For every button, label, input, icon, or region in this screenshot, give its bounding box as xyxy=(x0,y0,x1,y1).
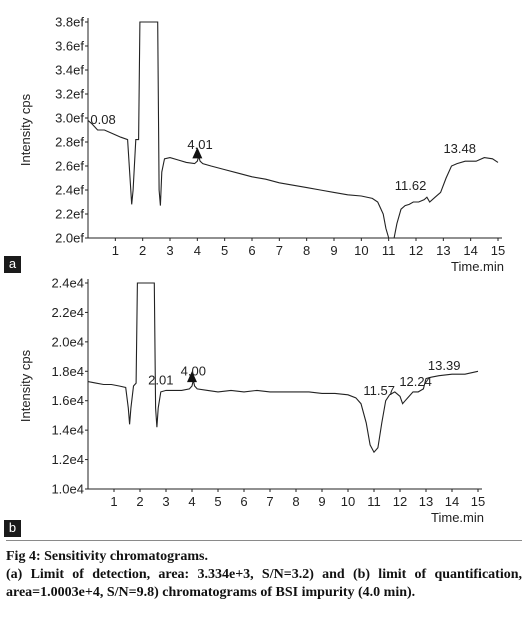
peak-marker xyxy=(187,371,197,383)
x-tick-label: 11 xyxy=(382,243,396,258)
chromatogram-b: 1.0e4 1.2e4 1.4e4 1.6e4 1.8e4 2.0e4 2.2e4 2.4e4… xyxy=(18,276,485,526)
x-tick-label: 1 xyxy=(110,494,117,509)
x-tick-label: 14 xyxy=(445,494,459,509)
x-tick-label: 7 xyxy=(276,243,283,258)
x-axis-label: Time.min xyxy=(431,510,484,525)
peak-label: 2.01 xyxy=(148,373,173,388)
y-tick-label: 2.0e4 xyxy=(51,334,84,349)
x-tick-label: 8 xyxy=(292,494,299,509)
caption-text: (a) Limit of detection, area: 3.334e+3, … xyxy=(6,567,522,600)
y-tick-label: 3.0ef xyxy=(55,111,84,126)
x-tick-label: 1 xyxy=(112,243,119,258)
peak-label: 13.48 xyxy=(443,141,476,156)
caption-divider xyxy=(6,540,522,541)
x-tick-label: 2 xyxy=(136,494,143,509)
figure-caption: Fig 4: Sensitivity chromatograms. (a) Li… xyxy=(6,548,522,602)
chromatogram-a: 2.0ef 2.2ef 2.4ef 2.6ef 2.8ef 3.0ef 3.2ef 3.4ef… xyxy=(18,15,505,273)
y-tick-label: 2.4ef xyxy=(55,183,84,198)
y-tick-label: 1.2e4 xyxy=(51,452,84,467)
x-tick-label: 14 xyxy=(463,243,477,258)
x-tick-label: 7 xyxy=(266,494,273,509)
x-tick-label: 3 xyxy=(166,243,173,258)
y-tick-label: 2.2ef xyxy=(55,207,84,222)
x-tick-label: 12 xyxy=(409,243,423,258)
y-tick-label: 1.0e4 xyxy=(51,482,84,497)
y-tick-label: 3.4ef xyxy=(55,63,84,78)
y-tick-label: 2.6ef xyxy=(55,159,84,174)
series-line-0 xyxy=(87,282,479,454)
y-tick-label: 2.0ef xyxy=(55,231,84,246)
x-axis-label: Time.min xyxy=(451,259,504,272)
x-tick-label: 6 xyxy=(240,494,247,509)
y-axis-label: Intensity cps xyxy=(18,93,33,166)
y-tick-label: 1.4e4 xyxy=(51,423,84,438)
peak-label: 4.00 xyxy=(181,364,206,379)
caption-title: Fig 4: Sensitivity chromatograms. xyxy=(6,549,208,564)
y-tick-label: 2.8ef xyxy=(55,135,84,150)
y-tick-label: 2.2e4 xyxy=(51,305,84,320)
peak-marker xyxy=(192,147,203,159)
x-tick-label: 15 xyxy=(491,243,505,258)
peak-label: 0.08 xyxy=(90,112,115,127)
peak-label: 12.24 xyxy=(399,374,432,389)
y-tick-label: 2.4e4 xyxy=(51,276,84,291)
x-tick-label: 9 xyxy=(330,243,337,258)
x-tick-label: 12 xyxy=(393,494,407,509)
peak-label: 4.01 xyxy=(187,137,212,152)
y-tick-label: 1.6e4 xyxy=(51,393,84,408)
y-tick-label: 3.2ef xyxy=(55,87,84,102)
panel-label-b: b xyxy=(4,520,21,537)
x-tick-label: 11 xyxy=(367,494,381,509)
x-tick-label: 9 xyxy=(318,494,325,509)
x-tick-label: 5 xyxy=(221,243,228,258)
series-line-0 xyxy=(87,21,499,239)
x-tick-label: 15 xyxy=(471,494,485,509)
x-tick-label: 3 xyxy=(162,494,169,509)
peak-label: 11.62 xyxy=(395,178,427,193)
x-tick-label: 5 xyxy=(214,494,221,509)
y-tick-label: 1.8e4 xyxy=(51,364,84,379)
peak-label: 13.39 xyxy=(428,358,461,373)
panel-label-a: a xyxy=(4,256,21,273)
x-tick-label: 4 xyxy=(194,243,201,258)
y-tick-label: 3.6ef xyxy=(55,39,84,54)
x-tick-label: 13 xyxy=(436,243,450,258)
y-tick-label: 3.8ef xyxy=(55,15,84,30)
x-tick-label: 10 xyxy=(354,243,368,258)
x-tick-label: 2 xyxy=(139,243,146,258)
x-tick-label: 4 xyxy=(188,494,195,509)
x-tick-label: 13 xyxy=(419,494,433,509)
x-tick-label: 8 xyxy=(303,243,310,258)
y-axis-label: Intensity cps xyxy=(18,349,33,422)
x-tick-label: 10 xyxy=(341,494,355,509)
peak-label: 11.57 xyxy=(363,383,395,398)
x-tick-label: 6 xyxy=(248,243,255,258)
